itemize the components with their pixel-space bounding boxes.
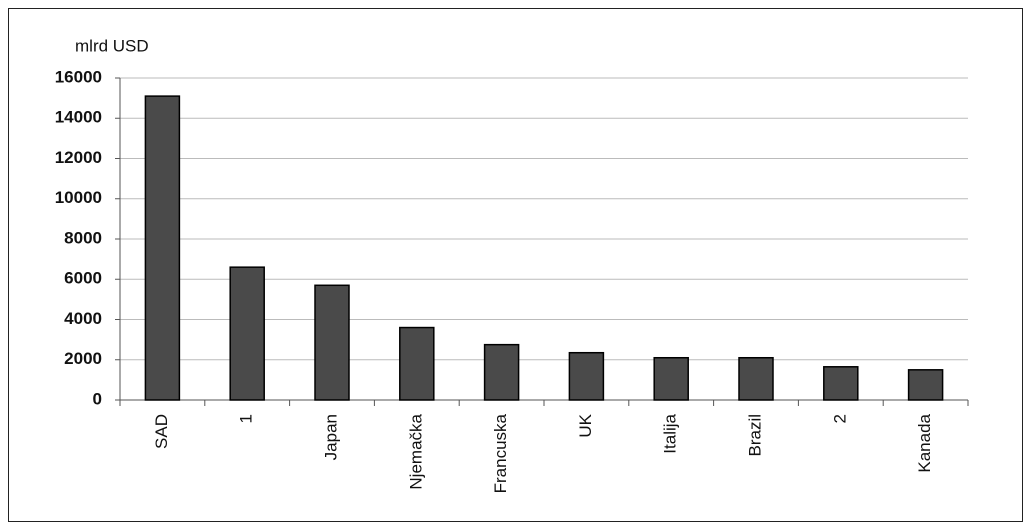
x-tick-label: Italija xyxy=(661,413,680,453)
x-tick-label: Brazil xyxy=(745,414,764,457)
y-tick-label: 10000 xyxy=(55,188,102,207)
y-tick-label: 0 xyxy=(93,389,102,408)
y-tick-label: 16000 xyxy=(55,67,102,86)
x-tick-label: 2 xyxy=(830,414,849,423)
x-tick-label: 1 xyxy=(237,414,256,423)
x-tick-label: SAD xyxy=(152,414,171,449)
y-tick-label: 2000 xyxy=(64,349,102,368)
bar xyxy=(483,343,520,401)
y-tick-label: 14000 xyxy=(55,108,102,127)
x-tick-label: Njemačka xyxy=(406,413,425,489)
bar xyxy=(144,95,181,401)
x-tick-label: UK xyxy=(576,413,595,437)
y-tick-label: 12000 xyxy=(55,148,102,167)
y-tick-label: 4000 xyxy=(64,309,102,328)
bar xyxy=(738,356,774,401)
bar xyxy=(653,356,689,401)
bar xyxy=(399,326,435,401)
bar xyxy=(229,266,265,401)
bar xyxy=(568,351,605,401)
y-tick-label: 8000 xyxy=(64,228,102,247)
y-axis-label: mlrd USD xyxy=(75,36,149,55)
x-tick-label: Japan xyxy=(321,414,340,460)
y-tick-label: 6000 xyxy=(64,269,102,288)
bar xyxy=(314,284,350,401)
bar xyxy=(907,369,944,401)
x-tick-label: Francuska xyxy=(491,413,510,493)
x-tick-label: Kanada xyxy=(915,413,934,472)
bar xyxy=(823,366,859,401)
